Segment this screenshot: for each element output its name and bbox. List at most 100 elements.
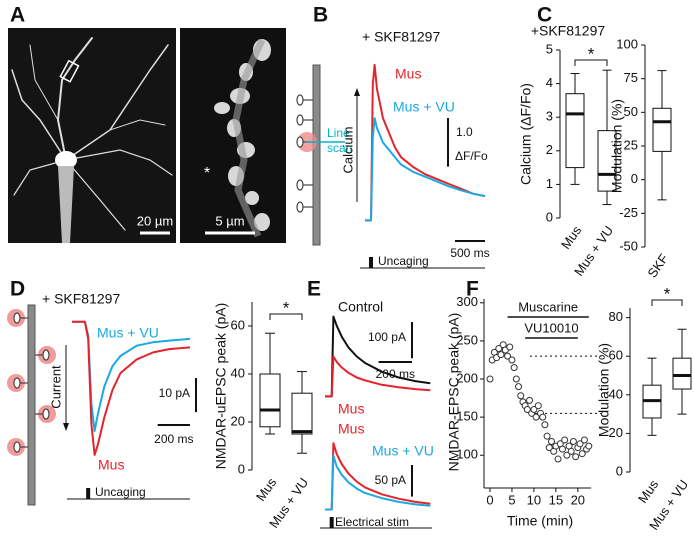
trace	[365, 117, 486, 222]
y-tick-label: 2	[546, 142, 553, 157]
y-axis-label: Calcium (ΔF/Fo)	[518, 83, 534, 185]
scale-bar-label: 5 µm	[215, 213, 244, 228]
y-tick-label: 5	[546, 41, 553, 56]
data-point	[585, 442, 593, 450]
line-scan-label: Line	[327, 126, 350, 140]
stim-label: Electrical stim	[335, 515, 409, 529]
data-point	[572, 453, 580, 461]
data-point	[515, 383, 523, 391]
significance: *	[664, 284, 671, 303]
data-point	[580, 436, 588, 444]
category-label: Mus	[253, 475, 280, 504]
data-point	[576, 440, 584, 448]
line-scan-label: scan	[327, 141, 352, 155]
data-point	[526, 396, 534, 404]
category-label: Mus	[635, 477, 662, 506]
y-tick-label: 60	[231, 317, 245, 332]
panel-label: A	[10, 4, 25, 27]
y-tick-label: 40	[609, 386, 623, 401]
y-axis-label: Modulation (%)	[596, 343, 612, 437]
data-point	[554, 455, 562, 463]
data-point	[545, 444, 553, 452]
series-label: Mus + VU	[97, 325, 159, 341]
y-tick-label: 100	[456, 447, 478, 462]
micrograph-right	[180, 28, 286, 243]
panel-label: E	[307, 278, 321, 301]
data-point	[510, 364, 518, 372]
y-tick-label: 75	[624, 70, 638, 85]
y-tick-label: 0	[546, 209, 553, 224]
data-point	[558, 445, 566, 453]
y-tick-label: 300	[456, 294, 478, 309]
y-tick-label: 200	[456, 370, 478, 385]
data-point	[497, 351, 505, 359]
y-tick-label: 0	[631, 171, 638, 186]
data-point	[523, 406, 531, 414]
chart-title: + SKF81297	[362, 29, 440, 45]
x-tick-label: 10	[527, 492, 541, 507]
stim-marker	[369, 257, 373, 268]
panel-label: C	[537, 4, 552, 27]
treatment-label: Muscarine	[518, 299, 578, 314]
stim-label: Uncaging	[378, 254, 429, 268]
data-point	[563, 451, 571, 459]
dendrite-diagram	[296, 64, 360, 246]
data-point	[532, 413, 540, 421]
scale-bar-label: 20 µm	[137, 213, 173, 228]
panel-label: D	[10, 278, 25, 301]
data-point	[547, 438, 555, 446]
y-tick-label: 50	[624, 104, 638, 119]
y-tick-label: 100	[616, 36, 638, 51]
data-point	[506, 343, 514, 351]
y-tick-label: 60	[609, 348, 623, 363]
scale-bar-label: 200 ms	[154, 432, 193, 446]
data-point	[539, 413, 547, 421]
data-point	[534, 402, 542, 410]
scale-bar-label: 500 ms	[450, 246, 489, 260]
significance-bracket	[269, 313, 303, 320]
x-tick-label: 15	[549, 492, 563, 507]
y-axis-label: NMDAR-uEPSC peak (pA)	[213, 303, 229, 470]
scale-bar-label: 50 pA	[375, 473, 406, 487]
y-axis-label: NMDAR-EPSC peak (pA)	[446, 313, 462, 472]
significance-bracket	[574, 59, 608, 66]
scale-bar-label: 1.0	[456, 125, 473, 139]
y-tick-label: 25	[624, 137, 638, 152]
data-point	[543, 432, 551, 440]
category-label: SKF	[644, 251, 671, 280]
y-tick-label: 20	[609, 425, 623, 440]
y-tick-label: 250	[456, 332, 478, 347]
trace	[325, 454, 431, 511]
data-point	[541, 421, 549, 429]
box	[259, 373, 281, 428]
stim-marker	[86, 488, 91, 499]
y-tick-label: 1	[546, 176, 553, 191]
data-point	[578, 450, 586, 458]
x-tick-label: 5	[508, 492, 515, 507]
series-label: Control	[338, 299, 383, 315]
trace	[365, 63, 486, 222]
series-label: Mus	[338, 421, 364, 437]
y-tick-label: 150	[456, 409, 478, 424]
x-tick-label: 20	[571, 492, 585, 507]
y-tick-label: 0	[238, 461, 245, 476]
scale-bar-label: 100 pA	[368, 330, 406, 344]
series-label: Mus	[338, 401, 364, 417]
y-axis-label: Calcium	[340, 127, 355, 174]
panel-label: B	[313, 4, 328, 27]
significance: *	[283, 298, 290, 317]
trace	[72, 320, 191, 456]
trace	[325, 315, 431, 398]
scale-bar-label: 200 ms	[376, 367, 415, 381]
stim-label: Uncaging	[95, 485, 146, 499]
y-tick-label: 80	[609, 309, 623, 324]
scale-bar-unit: ΔF/Fo	[455, 149, 488, 163]
y-tick-label: 20	[231, 413, 245, 428]
y-tick-label: 0	[616, 463, 623, 478]
box	[672, 357, 692, 390]
box	[652, 107, 672, 152]
box	[565, 93, 585, 169]
data-point	[504, 352, 512, 360]
data-point	[569, 438, 577, 446]
